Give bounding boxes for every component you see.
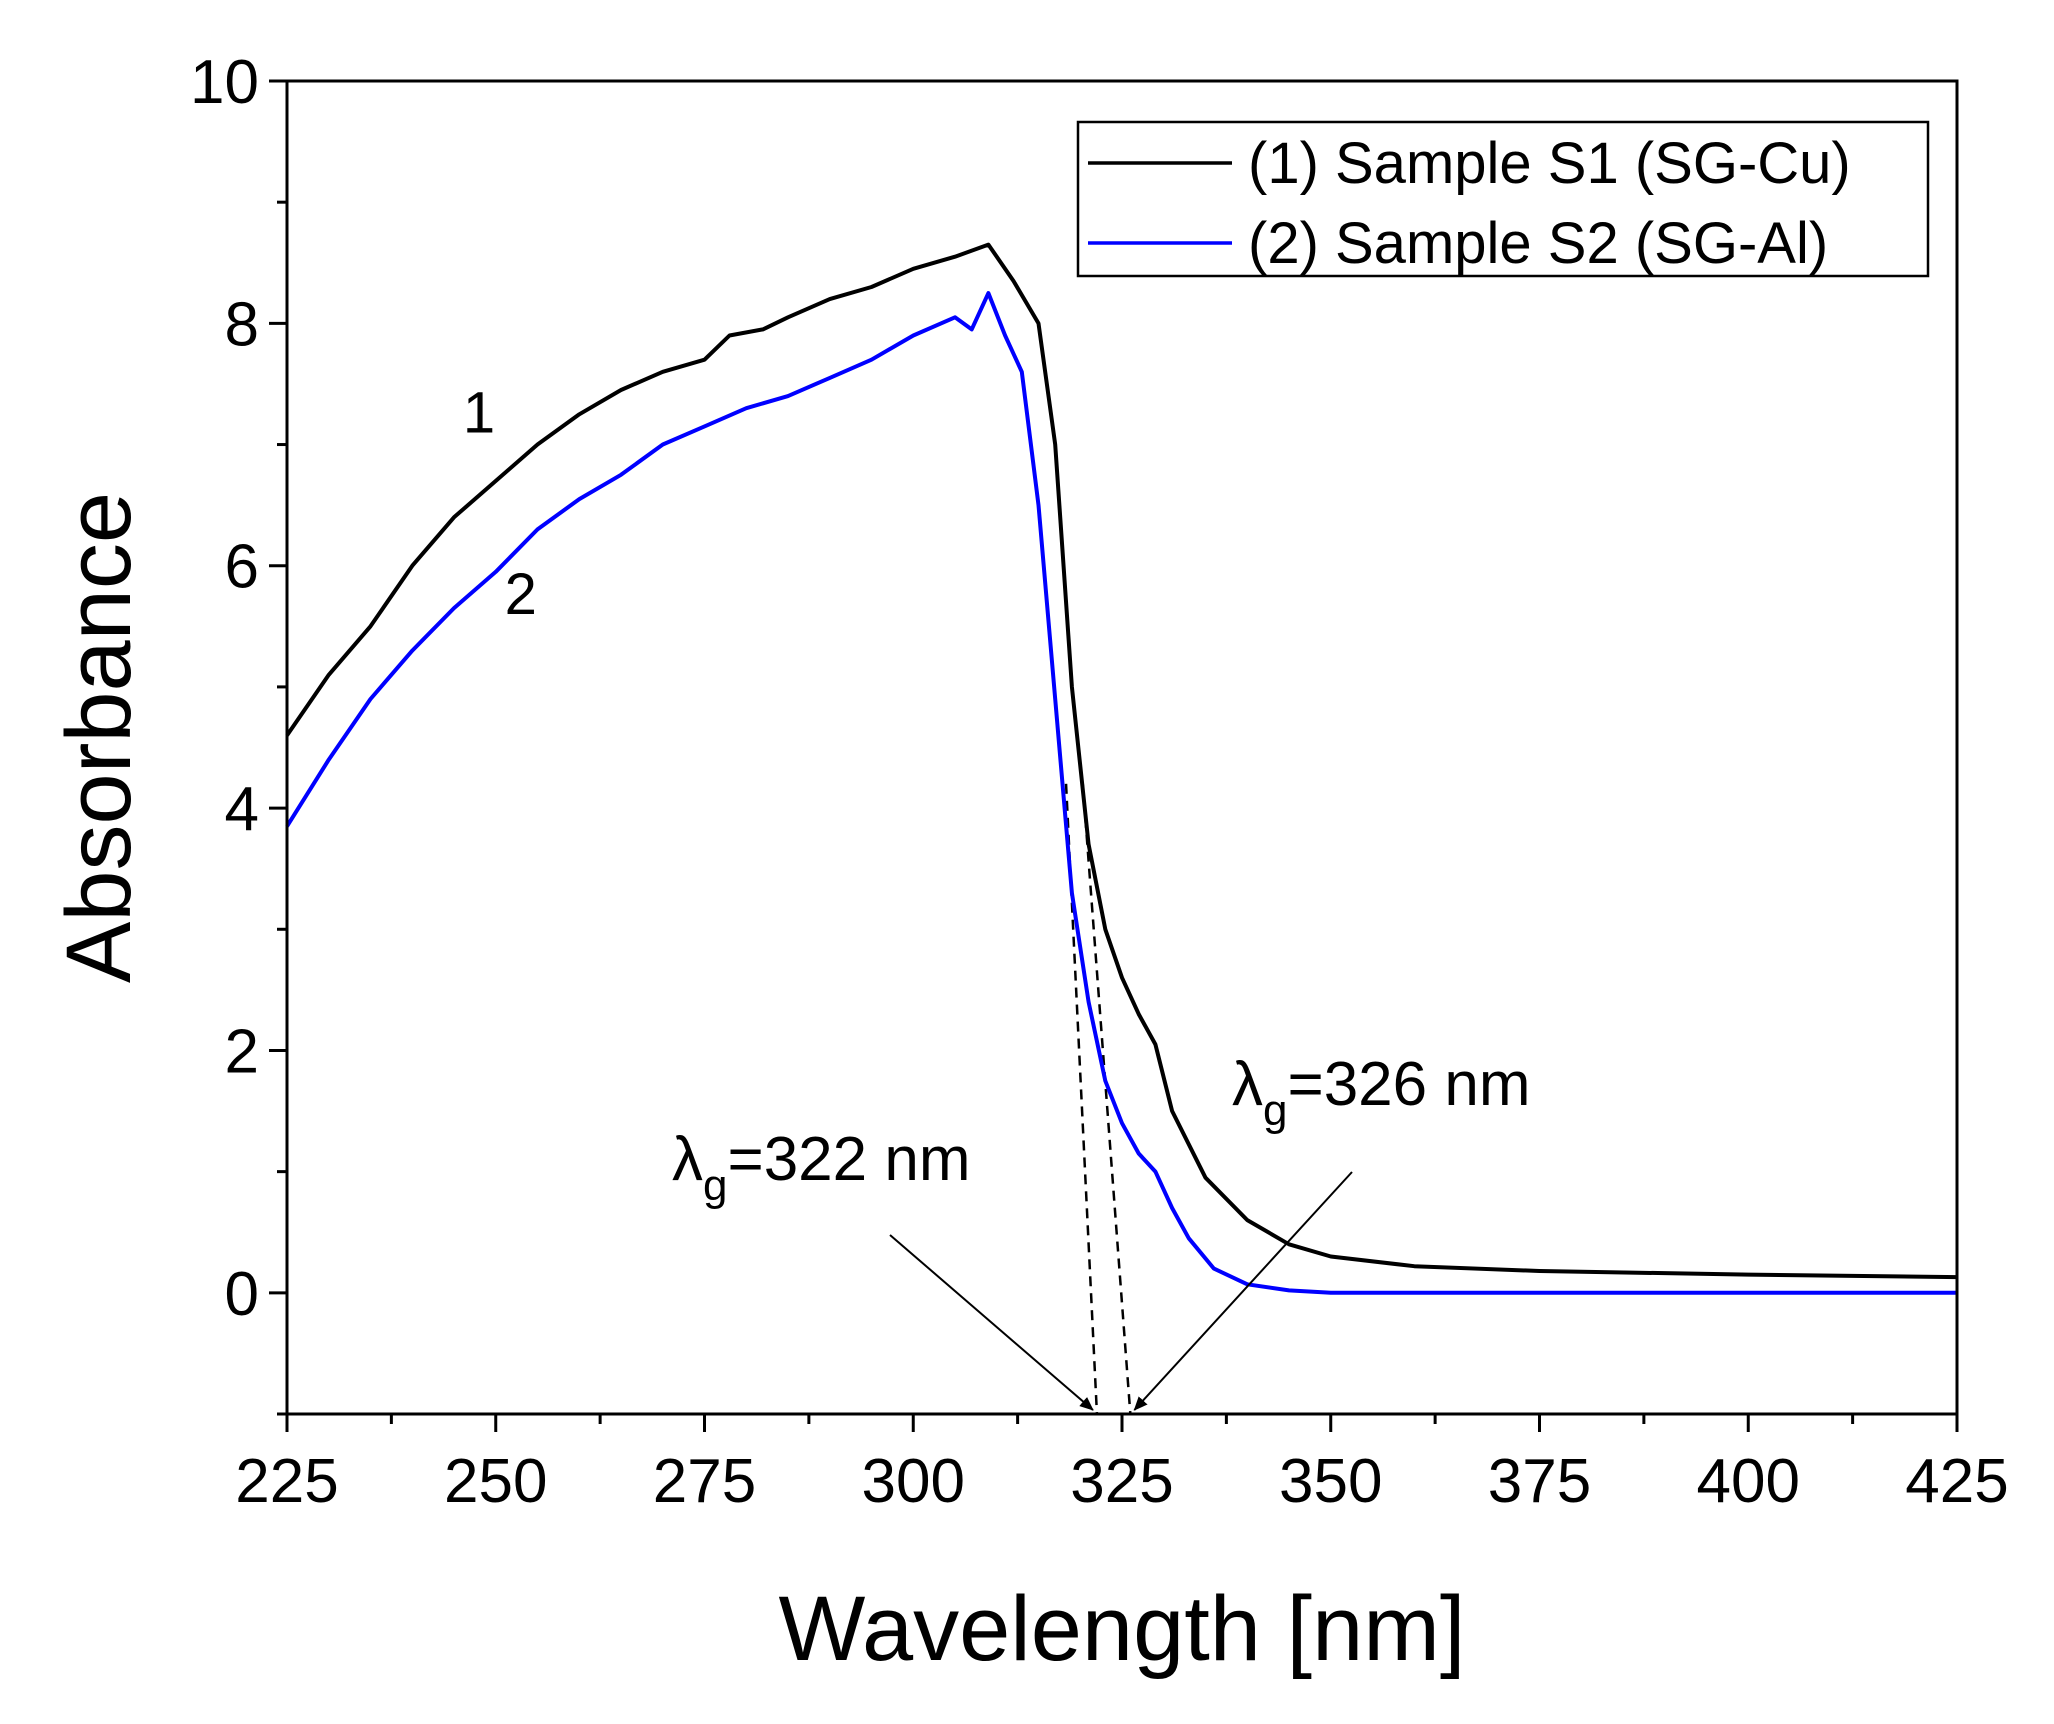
curve-label-1: 1 — [463, 380, 495, 445]
y-axis-title: Absorbance — [48, 492, 150, 983]
x-tick-label: 400 — [1697, 1447, 1800, 1516]
band-gap-annotation-1: λg=322 nm — [672, 1125, 1094, 1411]
legend: (1) Sample S1 (SG-Cu) (2) Sample S2 (SG-… — [1076, 120, 1930, 278]
series-line-s2 — [285, 291, 1957, 1295]
annotation-arrow-2 — [1133, 1171, 1353, 1411]
x-axis-title: Wavelength [nm] — [779, 1578, 1466, 1680]
y-tick-label: 10 — [190, 48, 259, 117]
y-tick-label: 0 — [225, 1260, 259, 1329]
legend-label-s1: (1) Sample S1 (SG-Cu) — [1248, 131, 1851, 196]
curve-label-2: 2 — [505, 562, 537, 627]
x-tick-label: 350 — [1279, 1447, 1382, 1516]
band-gap-annotation-2: λg=326 nm — [1133, 1050, 1531, 1411]
x-tick-label: 250 — [444, 1447, 547, 1516]
axis-ticks — [269, 79, 1959, 1432]
plot-frame — [285, 79, 1959, 1416]
x-tick-label: 225 — [235, 1447, 338, 1516]
x-tick-label: 425 — [1905, 1447, 2008, 1516]
x-tick-label: 275 — [653, 1447, 756, 1516]
y-tick-label: 6 — [225, 533, 259, 602]
series-line-s1 — [285, 242, 1958, 1280]
extrapolation-line-s1 — [1081, 783, 1132, 1415]
data-series — [285, 242, 1958, 1295]
x-tick-label: 375 — [1488, 1447, 1591, 1516]
y-tick-label: 4 — [225, 775, 259, 844]
legend-box — [1076, 120, 1930, 278]
x-tick-label: 300 — [862, 1447, 965, 1516]
legend-label-s2: (2) Sample S2 (SG-Al) — [1248, 211, 1828, 276]
y-tick-label: 2 — [225, 1017, 259, 1086]
y-tick-label: 8 — [225, 290, 259, 359]
axis-tick-labels: 225 250 275 300 325 350 375 400 425 0 2 4 6 8 10 — [190, 48, 2009, 1516]
band-gap-label-2: λg=326 nm — [1232, 1050, 1531, 1135]
x-tick-label: 325 — [1070, 1447, 1173, 1516]
annotation-arrow-1 — [889, 1234, 1094, 1411]
band-gap-extrapolation-lines — [1064, 783, 1132, 1415]
band-gap-label-1: λg=322 nm — [672, 1125, 971, 1210]
